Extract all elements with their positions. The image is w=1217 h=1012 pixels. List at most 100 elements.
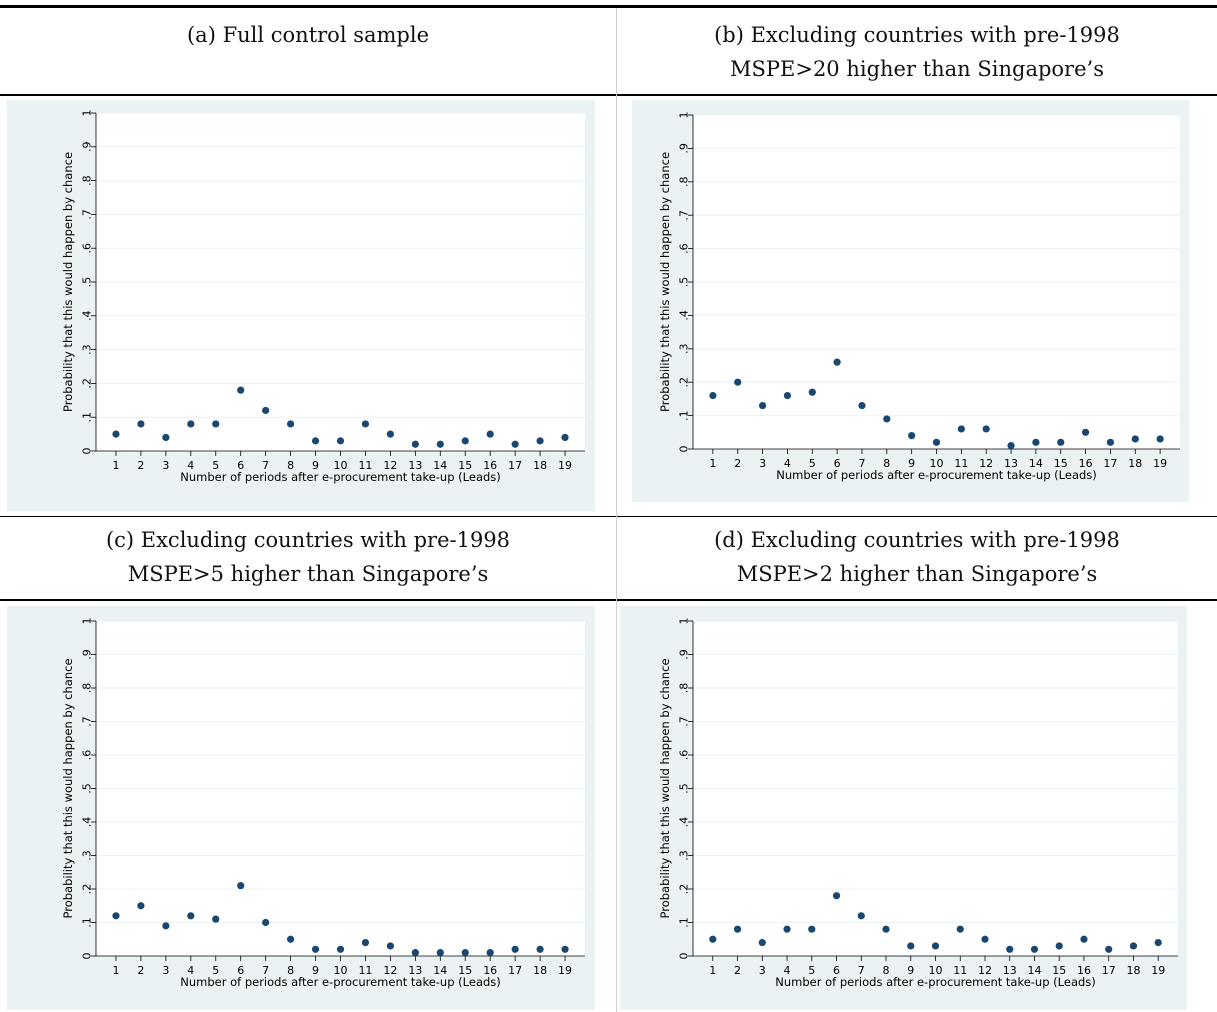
caption-d-line2: MSPE>2 higher than Singapore’s [736,562,1098,586]
x-tick-label: 1 [112,459,119,472]
data-point [1057,438,1065,446]
data-point [162,433,170,442]
data-point [336,437,345,445]
chart-panel-a: 0.1.2.3.4.5.6.7.8.911 2 3 4 5 6 7 8 9 10 11 12 13 14 1… [7,100,595,511]
y-tick-label: .4 [81,817,94,828]
data-point [536,437,544,445]
data-point [1007,442,1015,450]
caption-c-line1: (c) Excluding countries with pre-1998 [105,528,511,552]
header-rule-row1 [0,94,1217,96]
data-point [262,918,270,927]
data-point [931,942,940,950]
x-tick-label: 19 [1151,964,1165,977]
x-tick-label: 14 [433,459,447,472]
x-tick-label: 18 [533,459,547,472]
data-point [486,430,494,438]
y-tick-label: .9 [678,649,691,660]
x-tick-label: 1 [112,964,119,977]
x-tick-label: 15 [458,459,472,472]
y-tick-label: .6 [81,750,94,761]
x-tick-label: 12 [979,457,993,470]
x-tick-label: 7 [262,459,269,472]
x-tick-label: 14 [1029,457,1043,470]
y-tick-label: .8 [81,175,94,186]
y-axis-title: Probability that this would happen by ch… [658,152,672,412]
y-axis-title: Probability that this would happen by ch… [658,658,672,918]
x-tick-label: 4 [187,964,194,977]
x-tick-label: 4 [187,459,194,472]
y-tick-label: .2 [678,884,691,895]
y-tick-label: .8 [678,177,691,188]
y-tick-label: 0 [81,448,94,455]
y-tick-label: .2 [81,884,94,895]
caption-c: (c) Excluding countries with pre-1998 MS… [0,523,616,591]
data-point [1156,435,1164,443]
caption-a: (a) Full control sample [0,18,616,52]
x-tick-label: 4 [784,964,791,977]
data-point [932,438,941,446]
x-tick-label: 16 [483,459,497,472]
x-tick-label: 1 [709,964,716,977]
data-point [1030,945,1039,953]
x-tick-label: 7 [858,964,865,977]
x-axis-title: Number of periods after e-procurement ta… [776,468,1097,482]
data-point [833,358,841,366]
data-point [411,949,419,957]
x-tick-label: 10 [929,964,943,977]
chart-panel-c: 0.1.2.3.4.5.6.7.8.911 2 3 4 5 6 7 8 9 10 11 12 13 14 1… [7,606,595,1010]
header-rule-row2 [0,599,1217,601]
data-point [237,386,245,394]
data-point [287,935,295,943]
y-tick-label: .9 [81,649,94,660]
x-tick-label: 18 [1126,964,1140,977]
x-tick-label: 15 [1054,457,1068,470]
data-point [1032,438,1040,446]
data-point [858,401,866,410]
x-tick-label: 8 [883,964,890,977]
x-tick-label: 2 [137,459,144,472]
x-tick-label: 12 [978,964,992,977]
data-point [212,915,220,923]
data-point [536,945,544,953]
data-point [187,912,195,920]
caption-a-text: (a) Full control sample [186,23,430,47]
x-tick-label: 13 [408,964,422,977]
x-tick-label: 19 [558,964,572,977]
x-tick-label: 3 [759,964,766,977]
x-tick-label: 10 [334,964,348,977]
y-tick-label: .3 [678,850,691,861]
y-tick-label: .1 [678,917,691,928]
y-tick-label: .5 [678,277,691,288]
x-tick-label: 19 [558,459,572,472]
caption-d: (d) Excluding countries with pre-1998 MS… [617,523,1217,591]
y-tick-label: .7 [81,209,94,220]
x-tick-label: 11 [953,964,967,977]
data-point [734,378,742,386]
caption-b: (b) Excluding countries with pre-1998 MS… [617,18,1217,86]
data-point [783,391,792,400]
data-point [386,430,394,438]
x-tick-label: 1 [709,457,716,470]
data-point [461,437,469,445]
data-point [361,939,370,947]
x-tick-label: 13 [408,459,422,472]
y-tick-label: .5 [81,277,94,288]
data-point [1154,939,1162,947]
y-tick-label: .4 [678,817,691,828]
y-tick-label: 1 [81,618,94,625]
data-point [162,922,170,930]
y-tick-label: .9 [81,142,94,153]
y-tick-label: 1 [678,112,691,119]
y-tick-label: .9 [678,143,691,154]
y-tick-label: 0 [678,953,691,960]
x-tick-label: 8 [287,964,294,977]
data-point [709,391,717,400]
top-rule [0,5,1217,8]
data-point [1055,942,1063,950]
y-axis-title: Probability that this would happen by ch… [61,152,75,412]
x-tick-label: 2 [734,964,741,977]
x-tick-label: 17 [508,964,522,977]
x-tick-label: 9 [312,964,319,977]
y-tick-label: .7 [678,716,691,727]
y-tick-label: .1 [81,412,94,423]
